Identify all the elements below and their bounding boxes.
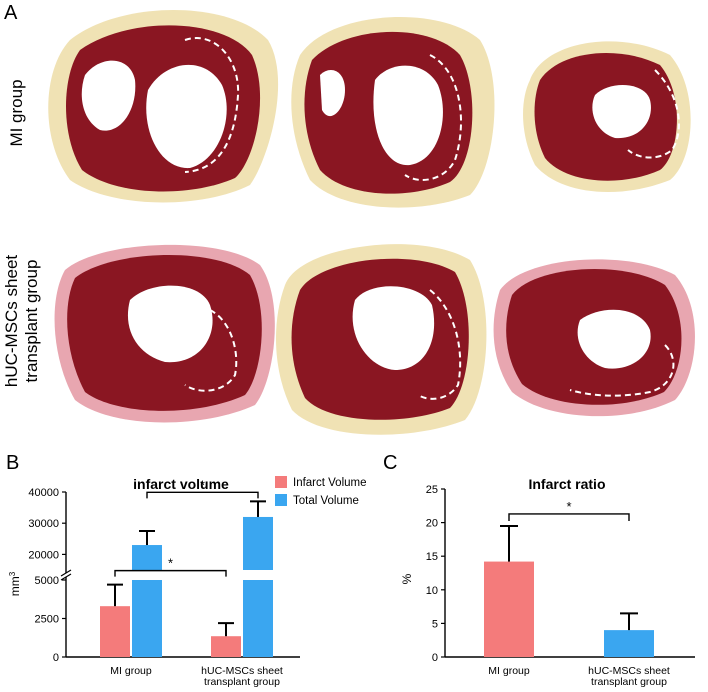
heart-section-transplant-3 — [493, 259, 695, 417]
heart-section-transplant-2 — [275, 244, 487, 435]
chart-c-tick-label: 0 — [432, 652, 438, 664]
heart-section-mi-2 — [291, 17, 495, 208]
chart-c-ylabel: % — [400, 573, 414, 584]
heart-section-mi-1 — [48, 10, 279, 203]
chart-c-bar — [484, 561, 534, 657]
chart-c-significance-star: * — [566, 499, 571, 514]
legend-infarct-label: Infarct Volume — [293, 477, 367, 489]
chart-b-ylabel: mm3 — [8, 571, 22, 596]
chart-b-axis-break-upper — [60, 569, 72, 577]
chart-b-tick-label: 40000 — [28, 487, 59, 499]
panel-a-label: A — [4, 2, 18, 24]
chart-b-bar-infarct — [211, 636, 241, 657]
chart-b-bar-total-upper — [243, 516, 273, 570]
legend-total-label: Total Volume — [293, 495, 359, 507]
chart-b-bar-infarct — [100, 606, 130, 657]
chart-c-tick-label: 25 — [426, 484, 438, 496]
chart-b-tick-label: 2500 — [35, 614, 59, 626]
chart-b-bar-total-lower — [243, 580, 273, 657]
panel-b-label: B — [6, 452, 20, 474]
panel-c-label: C — [383, 452, 398, 474]
chart-b-significance-star: * — [200, 477, 205, 492]
chart-b-significance-bracket — [146, 491, 259, 499]
chart-b-tick-label: 0 — [53, 652, 59, 664]
infarct-ratio-chart: Infarct ratio % 0 5 10 15 20 25 * MI group hUC-M… — [400, 476, 695, 688]
chart-b-tick-label: 20000 — [28, 549, 59, 561]
chart-b-category-label: MI group — [110, 665, 152, 677]
chart-b-tick-label: 30000 — [28, 518, 59, 530]
chart-b-category-label: transplant group — [204, 676, 280, 688]
chart-c-bar — [604, 630, 654, 657]
heart-section-transplant-1 — [54, 244, 275, 423]
infarct-volume-chart: infarct volume mm3 Infarct Volume Total … — [8, 476, 367, 688]
chart-b-significance-star: * — [168, 556, 173, 571]
heart-sections-figure — [48, 10, 695, 435]
chart-b-bar-total-upper — [132, 545, 162, 570]
chart-c-category-label: hUC-MSCs sheet — [588, 665, 670, 677]
chart-c-tick-label: 15 — [426, 551, 438, 563]
chart-b-title: infarct volume — [133, 476, 229, 492]
heart-section-mi-3 — [523, 41, 691, 193]
chart-b-axis-break-lower — [60, 573, 72, 581]
chart-c-category-label: transplant group — [591, 676, 667, 688]
legend-infarct-swatch — [275, 476, 287, 488]
chart-c-category-label: MI group — [488, 665, 530, 677]
chart-b-tick-label: 5000 — [35, 575, 59, 587]
chart-c-significance-bracket — [508, 513, 630, 521]
chart-b-category-label: hUC-MSCs sheet — [201, 665, 283, 677]
chart-c-tick-label: 5 — [432, 618, 438, 630]
legend-total-swatch — [275, 494, 287, 506]
chart-c-title: Infarct ratio — [528, 476, 605, 492]
chart-c-tick-label: 10 — [426, 585, 438, 597]
chart-c-tick-label: 20 — [426, 518, 438, 530]
chart-b-bar-total-lower — [132, 580, 162, 657]
chart-b-significance-bracket — [114, 569, 227, 577]
